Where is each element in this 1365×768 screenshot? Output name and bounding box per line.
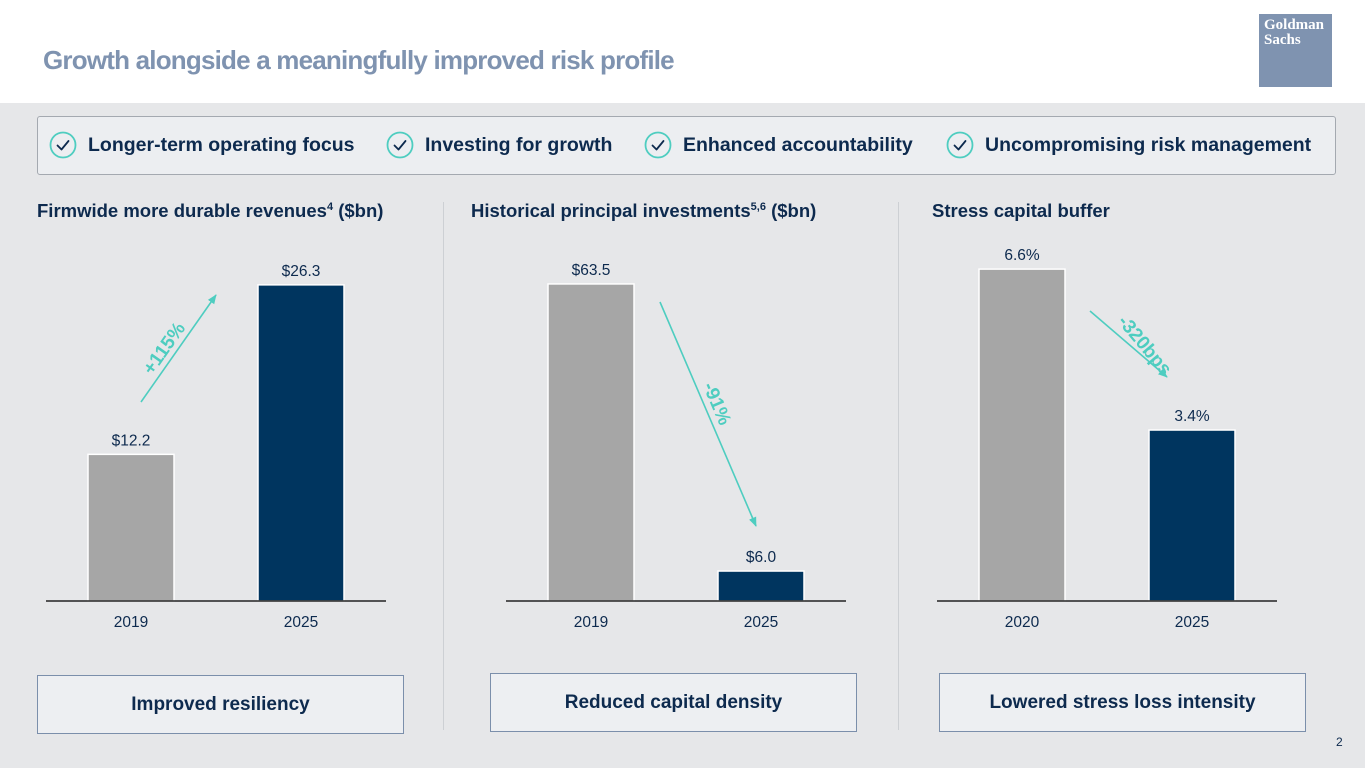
change-label: +115% <box>139 319 190 379</box>
x-tick-label: 2019 <box>114 614 148 631</box>
bar-2025 <box>717 570 805 602</box>
section-title-principal-investments: Historical principal investments5,6 ($bn… <box>471 200 817 221</box>
column-divider <box>443 202 444 730</box>
pillar-investing-growth: Investing for growth <box>386 129 612 161</box>
bar-2019 <box>547 283 635 602</box>
x-tick-label: 2025 <box>284 614 318 631</box>
takeaway-reduced-capital-density: Reduced capital density <box>490 673 857 732</box>
bar-2025 <box>257 284 345 602</box>
pillar-risk-management: Uncompromising risk management <box>946 129 1311 161</box>
x-tick-label: 2019 <box>574 614 608 631</box>
change-label: -320bps <box>1113 311 1175 380</box>
bar-value-label: 3.4% <box>1174 408 1210 425</box>
x-tick-label: 2025 <box>744 614 778 631</box>
logo-line-1: Goldman <box>1264 17 1325 33</box>
section-title-revenues: Firmwide more durable revenues4 ($bn) <box>37 200 384 221</box>
column-divider <box>898 202 899 730</box>
bar-value-label: $63.5 <box>572 262 611 279</box>
goldman-sachs-logo: Goldman Sachs <box>1259 14 1332 87</box>
bar-value-label: 6.6% <box>1004 247 1040 264</box>
pillars-bar: Longer-term operating focus Investing fo… <box>37 116 1336 175</box>
page-number: 2 <box>1336 735 1343 749</box>
x-tick-label: 2025 <box>1175 614 1209 631</box>
page-title: Growth alongside a meaningfully improved… <box>43 45 675 75</box>
bar-2020 <box>978 268 1066 602</box>
change-arrow <box>140 294 217 403</box>
pillar-label: Longer-term operating focus <box>88 133 355 156</box>
check-circle-icon <box>386 131 414 159</box>
check-circle-icon <box>644 131 672 159</box>
check-circle-icon <box>49 131 77 159</box>
change-arrow <box>1089 310 1168 378</box>
takeaway-improved-resiliency: Improved resiliency <box>37 675 404 734</box>
x-tick-label: 2020 <box>1005 614 1040 631</box>
takeaway-lowered-stress-loss: Lowered stress loss intensity <box>939 673 1306 732</box>
section-title-stress-capital-buffer: Stress capital buffer <box>932 200 1110 221</box>
header: Growth alongside a meaningfully improved… <box>0 0 1365 103</box>
bar-2025 <box>1148 429 1236 602</box>
pillar-label: Investing for growth <box>425 133 613 156</box>
pillar-operating-focus: Longer-term operating focus <box>49 129 355 161</box>
logo-line-2: Sachs <box>1264 32 1301 48</box>
bar-value-label: $12.2 <box>112 432 151 449</box>
bar-value-label: $6.0 <box>746 549 777 566</box>
pillar-accountability: Enhanced accountability <box>644 129 913 161</box>
pillar-label: Uncompromising risk management <box>985 133 1312 156</box>
bar-value-label: $26.3 <box>282 263 321 280</box>
change-arrow <box>659 301 757 527</box>
check-circle-icon <box>946 131 974 159</box>
pillar-label: Enhanced accountability <box>683 133 913 156</box>
bar-2019 <box>87 453 175 602</box>
